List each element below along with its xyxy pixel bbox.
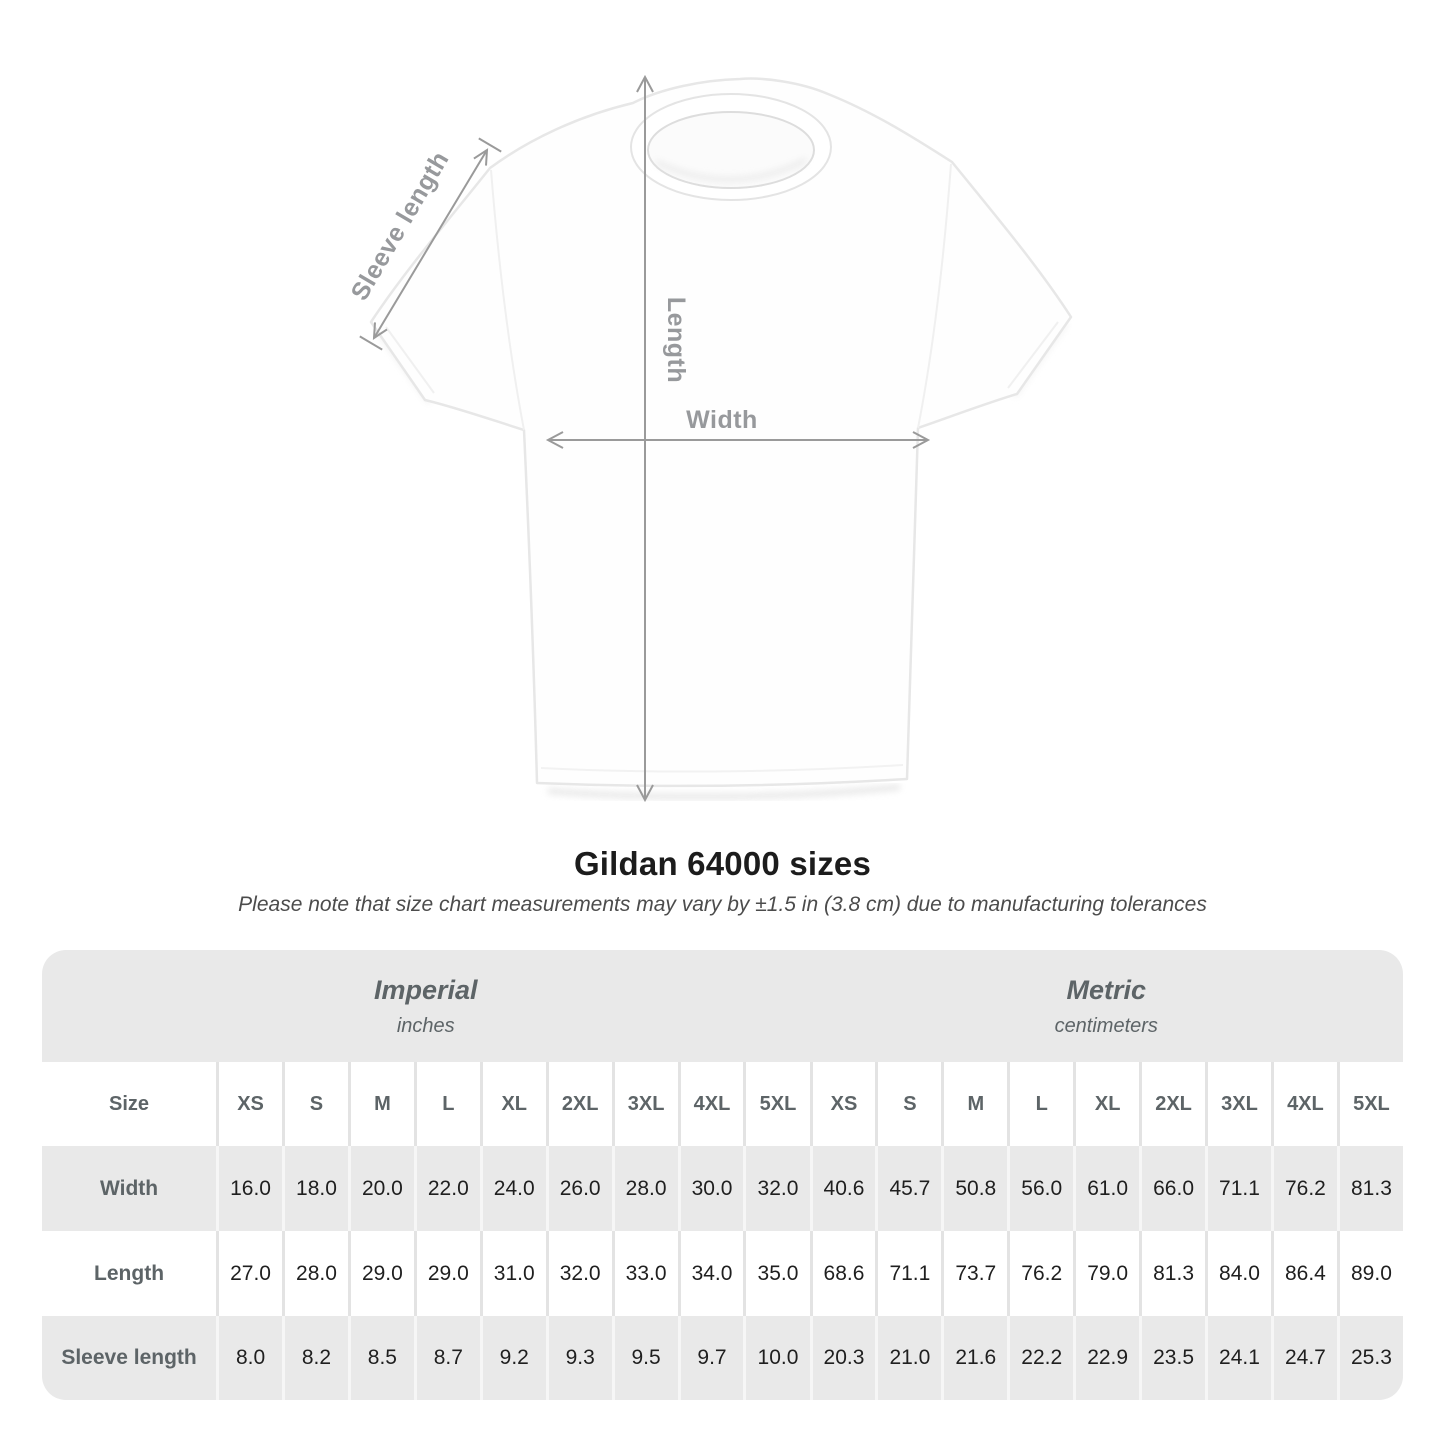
size-header: XL (1073, 1062, 1140, 1146)
table-cell: 33.0 (611, 1231, 678, 1316)
table-cell: 20.0 (347, 1146, 414, 1231)
table-cell: 25.3 (1336, 1316, 1403, 1400)
imperial-group-label: Imperial (373, 975, 478, 1006)
imperial-group-header: Imperial inches (42, 950, 810, 1062)
table-cell: 28.0 (282, 1231, 348, 1316)
width-label: Width (686, 406, 758, 434)
table-cell: 81.3 (1336, 1146, 1403, 1231)
table-cell: 29.0 (347, 1231, 414, 1316)
table-cell: 8.2 (282, 1316, 348, 1400)
tshirt-measurement-diagram: Sleeve length Length Width (345, 74, 1073, 803)
metric-group-label: Metric (1066, 975, 1147, 1006)
table-cell: 22.2 (1007, 1316, 1074, 1400)
tolerance-note: Please note that size chart measurements… (238, 893, 1207, 916)
table-cell: 21.6 (941, 1316, 1008, 1400)
table-cell: 27.0 (216, 1231, 283, 1316)
table-cell: 61.0 (1073, 1146, 1140, 1231)
size-header: 4XL (1270, 1062, 1337, 1146)
table-cell: 89.0 (1336, 1231, 1403, 1316)
table-cell: 24.7 (1270, 1316, 1337, 1400)
table-cell: 18.0 (282, 1146, 348, 1231)
table-cell: 50.8 (941, 1146, 1008, 1231)
size-header: 2XL (1139, 1062, 1206, 1146)
size-header: S (282, 1062, 348, 1146)
table-cell: 76.2 (1270, 1146, 1337, 1231)
table-cell: 28.0 (611, 1146, 678, 1231)
table-cell: 24.0 (479, 1146, 546, 1231)
size-header: 3XL (1205, 1062, 1271, 1146)
table-cell: 9.2 (479, 1316, 546, 1400)
sleeve-length-row: Sleeve length 8.0 8.2 8.5 8.7 9.2 9.3 9.… (42, 1316, 1403, 1400)
size-header: 4XL (677, 1062, 744, 1146)
table-cell: 81.3 (1139, 1231, 1206, 1316)
length-arrow (636, 74, 654, 803)
table-cell: 8.0 (216, 1316, 283, 1400)
page-title: Gildan 64000 sizes (573, 845, 872, 882)
table-cell: 24.1 (1205, 1316, 1271, 1400)
table-cell: 40.6 (809, 1146, 876, 1231)
length-row: Length 27.0 28.0 29.0 29.0 31.0 32.0 33.… (42, 1231, 1403, 1316)
table-cell: 22.0 (413, 1146, 480, 1231)
table-cell: 71.1 (875, 1231, 942, 1316)
table-cell: 9.7 (677, 1316, 744, 1400)
size-header: XS (216, 1062, 283, 1146)
length-label: Length (662, 297, 690, 383)
sleeve-length-arrow (359, 137, 502, 351)
table-cell: 26.0 (545, 1146, 612, 1231)
size-corner-header: Size (42, 1062, 217, 1146)
measurement-arrows (359, 74, 931, 803)
table-cell: 71.1 (1205, 1146, 1271, 1231)
imperial-group-unit: inches (396, 1014, 455, 1037)
table-cell: 31.0 (479, 1231, 546, 1316)
table-cell: 32.0 (545, 1231, 612, 1316)
table-cell: 8.7 (413, 1316, 480, 1400)
size-header: 5XL (1336, 1062, 1403, 1146)
tshirt-illustration (369, 77, 1073, 788)
table-cell: 35.0 (743, 1231, 810, 1316)
width-arrow (545, 431, 931, 449)
metric-group-header: Metric centimeters (809, 950, 1403, 1062)
table-cell: 84.0 (1205, 1231, 1271, 1316)
size-header: XS (809, 1062, 876, 1146)
table-cell: 16.0 (216, 1146, 283, 1231)
row-label: Sleeve length (42, 1316, 217, 1400)
unit-group-row: Imperial inches Metric centimeters (42, 950, 1403, 1062)
table-cell: 66.0 (1139, 1146, 1206, 1231)
table-cell: 9.3 (545, 1316, 612, 1400)
table-cell: 79.0 (1073, 1231, 1140, 1316)
row-label: Width (42, 1146, 217, 1231)
size-header: M (347, 1062, 414, 1146)
width-row: Width 16.0 18.0 20.0 22.0 24.0 26.0 28.0… (42, 1146, 1403, 1231)
size-header: M (941, 1062, 1008, 1146)
row-label: Length (42, 1231, 217, 1316)
table-cell: 8.5 (347, 1316, 414, 1400)
size-chart-table: Imperial inches Metric centimeters Size … (42, 950, 1403, 1400)
table-cell: 56.0 (1007, 1146, 1074, 1231)
size-header: S (875, 1062, 942, 1146)
table-cell: 23.5 (1139, 1316, 1206, 1400)
table-cell: 10.0 (743, 1316, 810, 1400)
size-header-row: Size XS S M L XL 2XL 3XL 4XL 5XL XS S M … (42, 1062, 1403, 1146)
table-cell: 20.3 (809, 1316, 876, 1400)
size-header: L (413, 1062, 480, 1146)
size-header: 5XL (743, 1062, 810, 1146)
table-cell: 30.0 (677, 1146, 744, 1231)
size-header: L (1007, 1062, 1074, 1146)
table-cell: 73.7 (941, 1231, 1008, 1316)
table-cell: 34.0 (677, 1231, 744, 1316)
table-cell: 68.6 (809, 1231, 876, 1316)
table-cell: 9.5 (611, 1316, 678, 1400)
table-cell: 21.0 (875, 1316, 942, 1400)
metric-group-unit: centimeters (1054, 1014, 1158, 1037)
table-cell: 45.7 (875, 1146, 942, 1231)
table-cell: 22.9 (1073, 1316, 1140, 1400)
size-header: 2XL (545, 1062, 612, 1146)
table-cell: 29.0 (413, 1231, 480, 1316)
table-cell: 32.0 (743, 1146, 810, 1231)
table-cell: 86.4 (1270, 1231, 1337, 1316)
size-header: 3XL (611, 1062, 678, 1146)
size-header: XL (479, 1062, 546, 1146)
table-cell: 76.2 (1007, 1231, 1074, 1316)
